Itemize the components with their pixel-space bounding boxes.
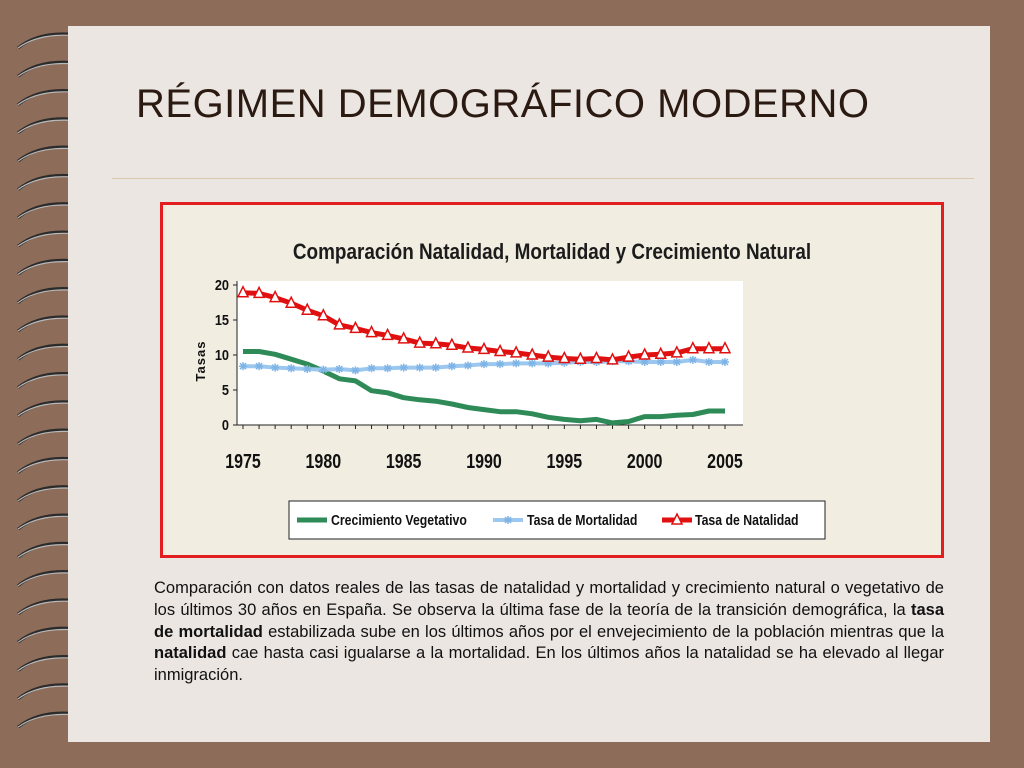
x-tick-label: 1980 (306, 450, 342, 472)
data-point (445, 337, 459, 350)
data-point (640, 358, 649, 366)
data-point (686, 341, 700, 354)
legend-box (288, 500, 826, 540)
data-point (704, 358, 713, 366)
data-point (622, 349, 635, 362)
data-point (367, 364, 376, 373)
y-tick-label: 20 (215, 276, 229, 293)
slide-title: RÉGIMEN DEMOGRÁFICO MODERNO (136, 82, 870, 126)
data-point (301, 302, 314, 315)
data-point (431, 363, 440, 372)
data-point (477, 341, 491, 355)
data-point (447, 362, 456, 371)
data-point (303, 365, 312, 373)
data-point (590, 350, 603, 364)
data-point (287, 364, 296, 373)
data-point (317, 308, 330, 321)
data-point (670, 345, 684, 358)
data-point (271, 363, 280, 372)
data-point (606, 352, 619, 365)
data-point (528, 359, 537, 368)
data-point (349, 320, 362, 334)
data-point (544, 359, 553, 368)
x-tick-label: 1975 (225, 450, 261, 472)
title-divider (112, 178, 974, 179)
data-point (413, 335, 426, 348)
y-tick-label: 0 (222, 416, 229, 433)
caption-bold-mortalidad: tasa de mortalidad (154, 600, 944, 641)
legend-label: Crecimiento Vegetativo (331, 512, 467, 528)
data-point (463, 361, 472, 370)
x-tick-label: 1995 (547, 450, 583, 472)
legend-item: Crecimiento Vegetativo (297, 512, 467, 528)
data-point (255, 362, 264, 371)
data-point (383, 364, 392, 373)
x-tick-label: 1985 (386, 450, 422, 472)
data-point (654, 346, 667, 360)
data-point (351, 366, 360, 375)
caption-text-2: estabilizada sube en los últimos años po… (262, 622, 944, 641)
data-point (493, 343, 507, 357)
chart-frame: Comparación Natalidad, Mortalidad y Crec… (160, 202, 944, 558)
data-point (638, 347, 651, 360)
chart-title: Comparación Natalidad, Mortalidad y Crec… (292, 239, 812, 264)
data-point (558, 350, 571, 364)
data-point (381, 327, 394, 341)
data-point (399, 363, 408, 372)
y-tick-label: 5 (222, 381, 229, 398)
series-2 (236, 285, 732, 365)
data-point (688, 355, 697, 364)
x-tick-label: 1990 (466, 450, 502, 472)
legend-marker (670, 512, 684, 525)
data-point (239, 362, 247, 371)
legend-item: Tasa de Mortalidad (493, 512, 637, 528)
data-point (415, 363, 424, 372)
data-point (461, 340, 475, 353)
caption-text-1: Comparación con datos reales de las tasa… (154, 579, 944, 619)
legend-label: Tasa de Natalidad (695, 512, 799, 528)
data-point (702, 341, 716, 354)
data-point (397, 331, 410, 344)
legend-item: Tasa de Natalidad (662, 512, 799, 528)
y-axis-label: Tasas (193, 341, 208, 382)
data-point (268, 289, 282, 303)
data-point (429, 336, 443, 349)
data-point (236, 285, 250, 298)
data-point (525, 347, 539, 360)
y-tick-label: 15 (215, 311, 229, 328)
data-point (542, 349, 555, 362)
y-tick-label: 10 (215, 346, 229, 363)
line-chart: 0 5 10 15 20 1975 1980 1985 1990 1995 2000 2005 Tasa… (193, 276, 826, 540)
data-point (284, 295, 298, 308)
data-point (365, 324, 378, 338)
data-point (496, 360, 505, 369)
x-tick-label: 2000 (627, 450, 663, 472)
data-point (335, 365, 344, 373)
data-point (512, 359, 521, 368)
data-point (721, 358, 729, 366)
x-tick-label: 2005 (707, 450, 743, 472)
chart-legend: Crecimiento Vegetativo Tasa de Mortalidad… (288, 500, 826, 540)
caption-bold-natalidad: natalidad (154, 644, 227, 663)
data-point (672, 358, 681, 366)
data-point (718, 341, 732, 354)
data-point (509, 345, 523, 358)
data-point (319, 365, 328, 374)
data-point (333, 317, 346, 330)
data-point (656, 358, 665, 366)
legend-label: Tasa de Mortalidad (527, 512, 637, 528)
caption-paragraph: Comparación con datos reales de las tasa… (154, 578, 944, 687)
data-point (480, 360, 488, 369)
caption-text-3: cae hasta casi igualarse a la mortalidad… (154, 644, 944, 685)
data-point (574, 351, 587, 364)
data-point (252, 285, 266, 299)
legend-marker (504, 516, 512, 524)
